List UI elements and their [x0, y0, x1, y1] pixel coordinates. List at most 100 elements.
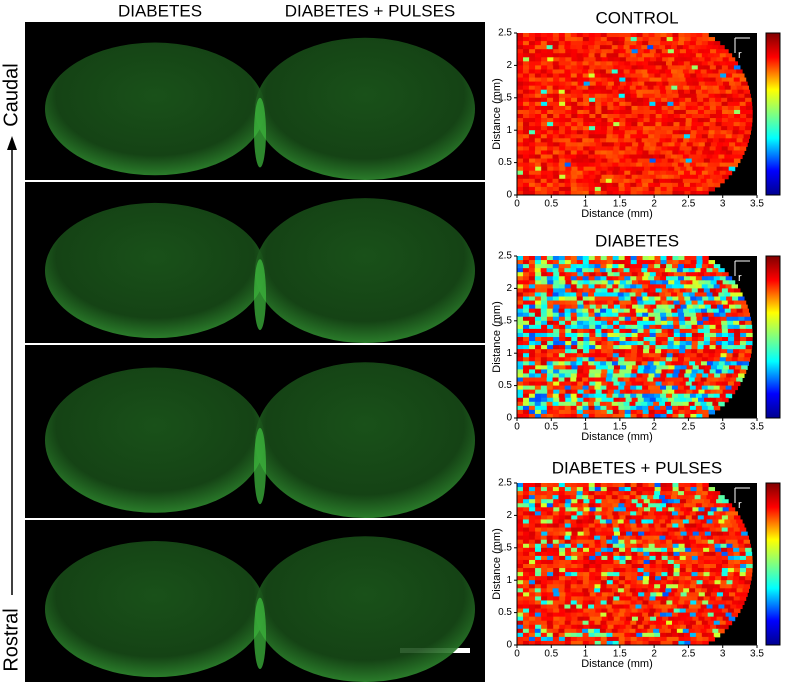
heat-cell: [642, 297, 648, 302]
heat-cell: [629, 629, 635, 634]
heat-cell: [547, 386, 553, 391]
heat-cell: [529, 637, 535, 642]
heat-cell: [535, 544, 541, 549]
heat-cell: [701, 588, 707, 593]
heat-cell: [523, 167, 530, 172]
heat-cell: [630, 378, 636, 383]
heat-cell: [541, 560, 548, 565]
heat-cell: [577, 301, 584, 306]
heat-cell: [726, 61, 732, 66]
heat-cell: [612, 276, 618, 281]
heat-cell: [731, 138, 737, 143]
heat-cell: [710, 499, 717, 504]
heat-cell: [662, 532, 669, 537]
heat-cell: [707, 588, 713, 593]
heat-cell: [656, 142, 663, 147]
heat-cell: [535, 53, 541, 58]
heat-cell: [661, 544, 667, 549]
heat-cell: [529, 106, 536, 111]
heat-cell: [671, 179, 677, 184]
heat-cell: [632, 532, 639, 537]
heat-cell: [691, 325, 698, 330]
heat-cell: [680, 382, 687, 387]
heat-cell: [589, 410, 595, 415]
heat-cell: [583, 130, 589, 135]
heat-cell: [618, 183, 624, 188]
heat-cell: [589, 580, 595, 585]
heat-cell: [618, 45, 624, 50]
heat-cell: [595, 357, 601, 362]
heat-cell: [679, 122, 686, 127]
heat-cell: [607, 98, 614, 103]
heat-cell: [734, 369, 741, 374]
heat-cell: [594, 86, 600, 91]
heat-cell: [547, 576, 554, 581]
heat-cell: [721, 580, 727, 585]
heat-cell: [577, 491, 583, 496]
heat-cell: [535, 69, 541, 74]
heat-cell: [705, 390, 712, 395]
heat-cell: [702, 163, 708, 168]
heat-cell: [529, 617, 536, 622]
heat-cell: [677, 86, 683, 91]
heat-cell: [559, 483, 565, 488]
heat-cell: [643, 369, 650, 374]
heat-cell: [690, 584, 696, 589]
heat-cell: [720, 394, 726, 399]
heat-cell: [685, 94, 691, 99]
heat-cell: [630, 86, 636, 91]
heat-cell: [647, 495, 653, 500]
heat-cell: [553, 540, 559, 545]
heat-cell: [722, 288, 729, 293]
heat-cell: [656, 337, 663, 342]
heat-cell: [602, 142, 609, 147]
heat-cell: [582, 495, 588, 500]
heat-cell: [671, 361, 677, 366]
heat-cell: [744, 540, 750, 545]
heat-cell: [565, 560, 572, 565]
heat-cell: [565, 386, 571, 391]
heat-cell: [625, 325, 632, 330]
heat-cell: [704, 528, 711, 533]
heat-cell: [732, 584, 738, 589]
heat-cell: [731, 361, 737, 366]
heat-cell: [691, 576, 698, 581]
heat-cell: [673, 98, 680, 103]
heat-cell: [673, 94, 679, 99]
heat-cell: [620, 337, 627, 342]
heat-cell: [553, 394, 559, 399]
heat-cell: [660, 150, 666, 155]
heat-cell: [588, 361, 594, 366]
heat-cell: [535, 560, 542, 565]
heat-cell: [553, 503, 559, 508]
heat-cell: [685, 349, 692, 354]
heat-cell: [559, 544, 565, 549]
heat-cell: [600, 361, 606, 366]
heat-cell: [728, 596, 735, 601]
heat-cell: [667, 37, 673, 42]
heat-cell: [529, 333, 536, 338]
heat-cell: [632, 82, 639, 87]
heat-cell: [547, 49, 554, 54]
heat-cell: [619, 321, 626, 326]
heat-cell: [614, 617, 621, 622]
heat-cell: [720, 600, 726, 605]
heat-cell: [564, 629, 570, 634]
heat-cell: [589, 600, 595, 605]
heat-cell: [630, 621, 636, 626]
heat-cell: [654, 53, 660, 58]
heat-cell: [517, 122, 524, 127]
heat-cell: [547, 605, 553, 610]
heat-cell: [704, 288, 711, 293]
heat-cell: [577, 114, 584, 119]
heat-cell: [631, 341, 638, 346]
heat-cell: [718, 179, 724, 184]
heat-cell: [606, 495, 612, 500]
heat-cell: [553, 495, 559, 500]
heat-cell: [594, 361, 600, 366]
heat-cell: [553, 142, 560, 147]
heat-cell: [696, 61, 702, 66]
heat-cell: [642, 600, 648, 605]
heat-cell: [607, 126, 614, 131]
heat-cell: [718, 402, 724, 407]
